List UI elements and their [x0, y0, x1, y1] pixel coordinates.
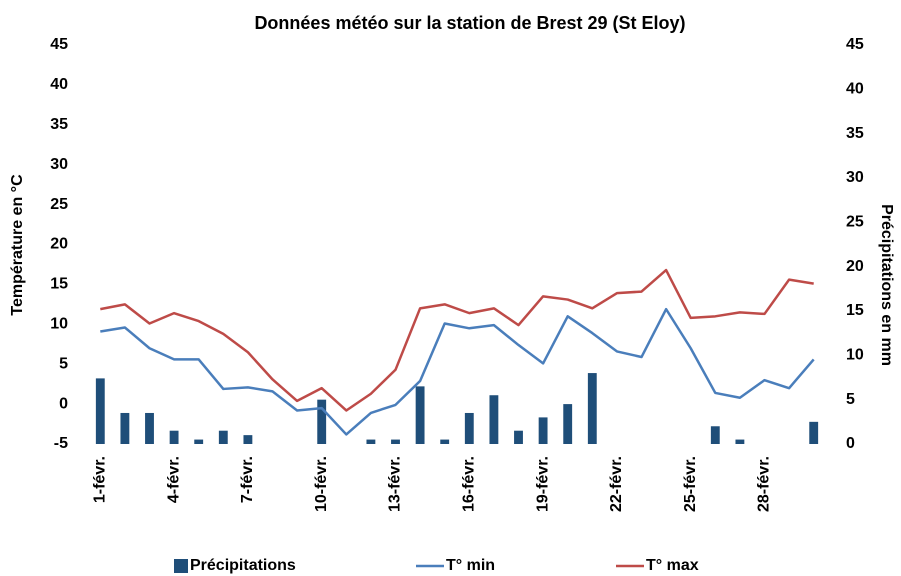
x-tick-label: 1-févr. [92, 456, 109, 503]
legend-swatch [174, 559, 188, 573]
y2-tick-label: 20 [846, 258, 864, 275]
x-tick-label: 7-févr. [239, 456, 256, 503]
x-tick-label: 13-févr. [387, 456, 404, 512]
bar [710, 426, 720, 444]
y-tick-label: 0 [59, 395, 68, 412]
y2-tick-label: 30 [846, 169, 864, 186]
y2-tick-label: 5 [846, 391, 855, 408]
bar [169, 430, 179, 444]
y2-tick-label: 10 [846, 347, 864, 364]
x-tick-label: 10-févr. [313, 456, 330, 512]
bar [366, 439, 376, 444]
bar [514, 430, 523, 444]
bar [538, 417, 548, 444]
bar [440, 439, 450, 444]
bar [317, 399, 327, 444]
bar [95, 378, 105, 444]
bar [489, 395, 499, 444]
x-tick-label: 28-févr. [756, 456, 773, 512]
y-tick-label: 15 [50, 276, 68, 293]
y2-tick-label: 40 [846, 81, 864, 98]
bar [218, 430, 228, 444]
legend-label: T° max [646, 557, 699, 574]
y2-tick-label: 35 [846, 125, 864, 142]
legend-label: Précipitations [190, 557, 296, 574]
bar [391, 439, 400, 444]
x-tick-label: 16-févr. [461, 456, 478, 512]
y-tick-label: 10 [50, 316, 68, 333]
bar [120, 412, 130, 444]
x-tick-label: 25-févr. [682, 456, 699, 512]
y-tick-label: 5 [59, 355, 68, 372]
bar [587, 373, 597, 444]
y-tick-label: 20 [50, 236, 68, 253]
x-tick-label: 19-févr. [534, 456, 551, 512]
legend-label: T° min [446, 557, 495, 574]
y2-tick-label: 45 [846, 36, 864, 53]
y-tick-label: 45 [50, 36, 68, 53]
bar [194, 439, 204, 444]
y-tick-label: 30 [50, 156, 68, 173]
y-tick-label: 40 [50, 76, 68, 93]
y2-tick-label: 15 [846, 302, 864, 319]
bar [415, 386, 425, 444]
bar [243, 435, 253, 444]
y-tick-label: 25 [50, 196, 68, 213]
x-tick-label: 4-févr. [165, 456, 182, 503]
y2-tick-label: 0 [846, 435, 855, 452]
line [100, 307, 815, 436]
line [100, 268, 814, 412]
y-tick-label: -5 [54, 435, 68, 452]
y-tick-label: 35 [50, 116, 68, 133]
y2-tick-label: 25 [846, 214, 864, 231]
x-tick-label: 22-févr. [608, 456, 625, 512]
bar [464, 412, 474, 444]
bar [809, 421, 819, 444]
y-axis-title: Température en °C [9, 174, 26, 316]
chart-title: Données météo sur la station de Brest 29… [254, 13, 685, 33]
bar [145, 412, 154, 444]
bar [563, 404, 573, 444]
bar [735, 439, 745, 444]
y2-axis-title: Précipitations en mm [878, 204, 895, 366]
